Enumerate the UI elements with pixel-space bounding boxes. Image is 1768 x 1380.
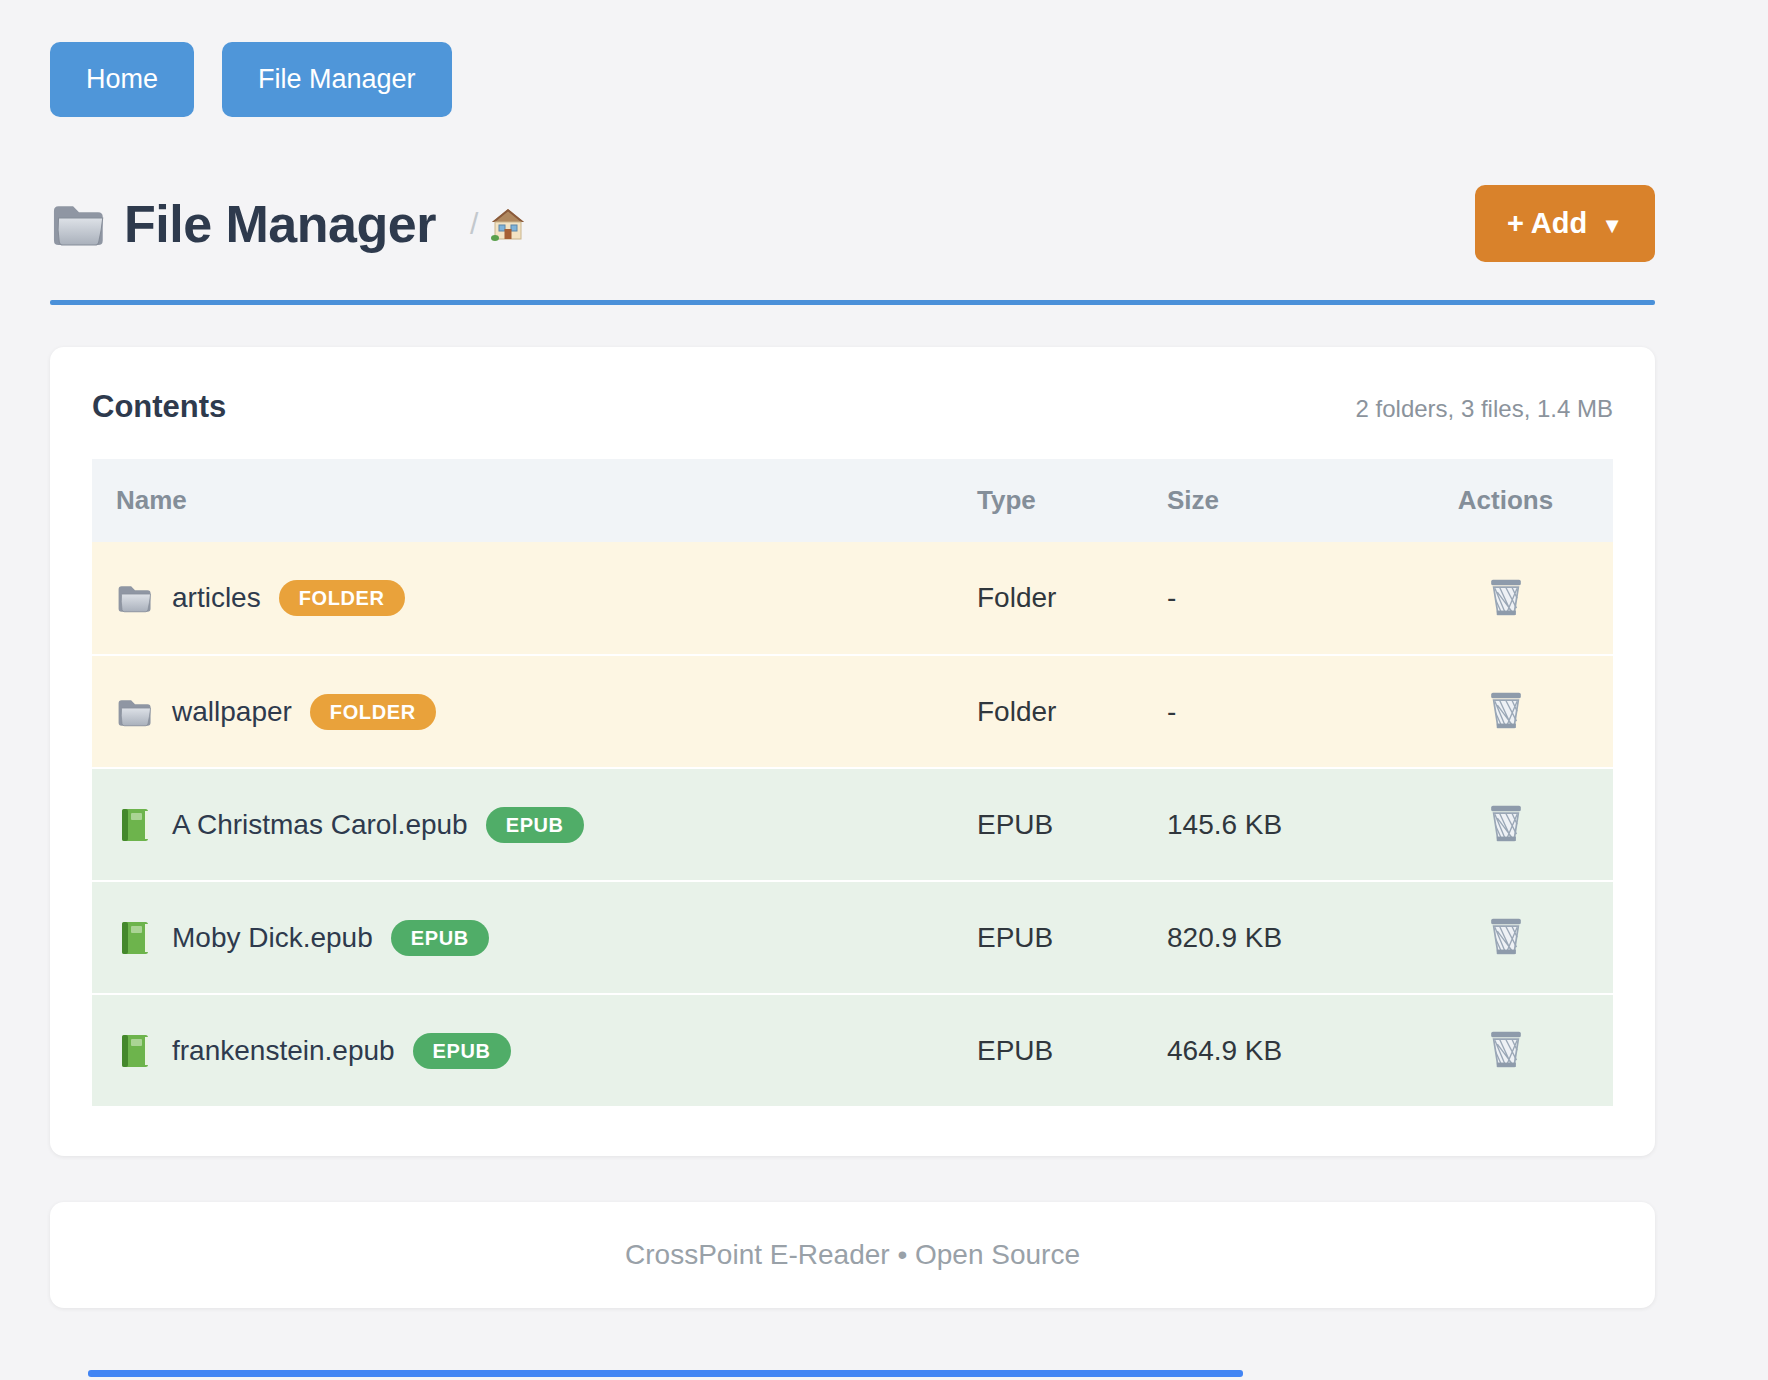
green-book-icon (116, 921, 154, 955)
column-header-size: Size (1143, 459, 1398, 542)
title-divider (50, 300, 1655, 305)
file-name[interactable]: A Christmas Carol.epub (172, 809, 468, 841)
file-size: 145.6 KB (1143, 768, 1398, 881)
column-header-actions: Actions (1398, 459, 1613, 542)
chevron-down-icon: ▼ (1601, 213, 1623, 238)
contents-table: Name Type Size Actions articles FOLDER F… (92, 459, 1613, 1108)
trash-icon (1486, 802, 1526, 844)
folder-badge: FOLDER (310, 694, 436, 730)
folder-icon (50, 200, 108, 248)
footer-text: CrossPoint E-Reader • Open Source (625, 1239, 1080, 1271)
contents-title: Contents (92, 389, 226, 425)
delete-button[interactable] (1482, 685, 1530, 735)
table-row[interactable]: frankenstein.epub EPUB EPUB 464.9 KB (92, 994, 1613, 1107)
page-header: File Manager / + Add ▼ (50, 185, 1655, 262)
delete-button[interactable] (1482, 1024, 1530, 1074)
table-row[interactable]: articles FOLDER Folder - (92, 542, 1613, 655)
table-header-row: Name Type Size Actions (92, 459, 1613, 542)
add-button[interactable]: + Add ▼ (1475, 185, 1655, 262)
folder-icon (116, 695, 154, 729)
contents-summary: 2 folders, 3 files, 1.4 MB (1356, 395, 1613, 423)
file-type: Folder (953, 542, 1143, 655)
trash-icon (1486, 576, 1526, 618)
green-book-icon (116, 808, 154, 842)
green-book-icon (116, 1034, 154, 1068)
file-manager-page: Home File Manager File Manager / + Add▼ … (0, 0, 1768, 1380)
file-type: EPUB (953, 881, 1143, 994)
trash-icon (1486, 1028, 1526, 1070)
epub-badge: EPUB (486, 807, 584, 843)
footer: CrossPoint E-Reader • Open Source (50, 1202, 1655, 1308)
table-row[interactable]: A Christmas Carol.epub EPUB EPUB 145.6 K… (92, 768, 1613, 881)
nav-home-button[interactable]: Home (50, 42, 194, 117)
file-name[interactable]: frankenstein.epub (172, 1035, 395, 1067)
file-name[interactable]: articles (172, 582, 261, 614)
file-name[interactable]: Moby Dick.epub (172, 922, 373, 954)
file-size: 464.9 KB (1143, 994, 1398, 1107)
file-type: EPUB (953, 994, 1143, 1107)
file-size: - (1143, 655, 1398, 768)
add-button-label: + Add (1507, 207, 1587, 239)
column-header-name: Name (92, 459, 953, 542)
epub-badge: EPUB (413, 1033, 511, 1069)
table-row[interactable]: wallpaper FOLDER Folder - (92, 655, 1613, 768)
nav-file-manager-button[interactable]: File Manager (222, 42, 452, 117)
delete-button[interactable] (1482, 798, 1530, 848)
epub-badge: EPUB (391, 920, 489, 956)
table-row[interactable]: Moby Dick.epub EPUB EPUB 820.9 KB (92, 881, 1613, 994)
file-size: - (1143, 542, 1398, 655)
horizontal-scrollbar[interactable] (88, 1370, 1243, 1377)
delete-button[interactable] (1482, 572, 1530, 622)
folder-badge: FOLDER (279, 580, 405, 616)
delete-button[interactable] (1482, 911, 1530, 961)
top-navigation: Home File Manager (50, 42, 1655, 117)
contents-card: Contents 2 folders, 3 files, 1.4 MB Name… (50, 347, 1655, 1156)
home-icon[interactable] (490, 206, 526, 242)
file-type: EPUB (953, 768, 1143, 881)
trash-icon (1486, 689, 1526, 731)
trash-icon (1486, 915, 1526, 957)
page-title: File Manager (124, 194, 436, 254)
column-header-type: Type (953, 459, 1143, 542)
file-name[interactable]: wallpaper (172, 696, 292, 728)
breadcrumb-separator: / (470, 207, 478, 241)
breadcrumb: / (470, 206, 526, 242)
file-size: 820.9 KB (1143, 881, 1398, 994)
folder-icon (116, 581, 154, 615)
file-type: Folder (953, 655, 1143, 768)
